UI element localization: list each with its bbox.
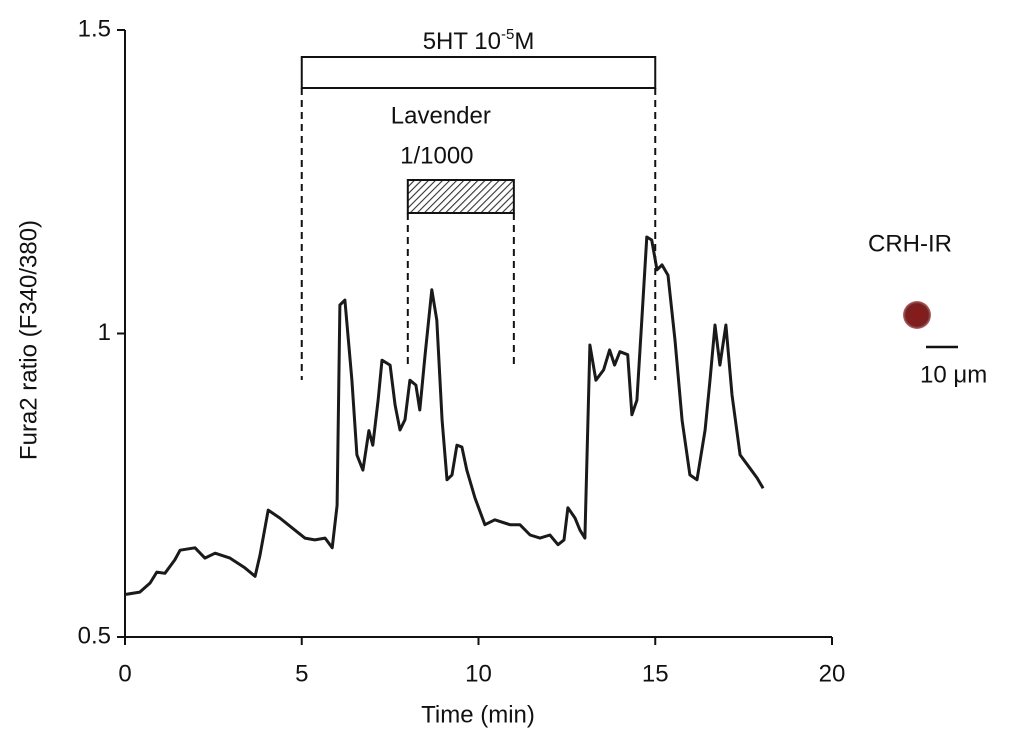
x-tick-label: 10 xyxy=(465,660,492,687)
treatment-label: Lavender xyxy=(391,102,491,129)
treatment-bar xyxy=(300,56,657,89)
trace xyxy=(124,235,765,596)
x-tick-label: 20 xyxy=(819,660,846,687)
label-part: M xyxy=(514,28,534,55)
x-tick-label: 15 xyxy=(642,660,669,687)
treatment-bar xyxy=(406,179,515,214)
y-tick-label: 1.5 xyxy=(78,15,111,42)
scale-label: 10 μm xyxy=(920,361,987,388)
treatment-label: 5HT 10-5M xyxy=(423,26,535,55)
label-part: 5HT 10 xyxy=(423,28,501,55)
y-axis-label: Fura2 ratio (F340/380) xyxy=(15,220,42,460)
x-axis-label: Time (min) xyxy=(421,701,535,728)
x-tick-label: 0 xyxy=(118,660,131,687)
treatment-label: 1/1000 xyxy=(400,142,473,169)
y-tick-label: 0.5 xyxy=(78,622,111,649)
y-tick-label: 1 xyxy=(98,319,111,346)
inset-label: CRH-IR xyxy=(868,230,952,257)
label-part: -5 xyxy=(501,26,514,43)
cell-image xyxy=(903,301,931,329)
x-tick-label: 5 xyxy=(295,660,308,687)
